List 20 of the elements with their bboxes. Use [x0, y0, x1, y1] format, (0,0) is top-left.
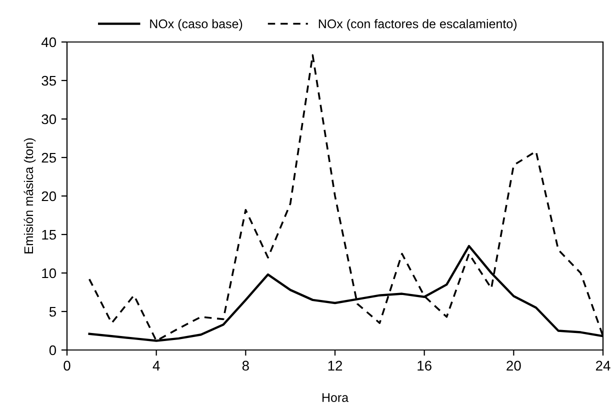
- y-tick-label: 30: [42, 114, 56, 124]
- legend-label: NOx (caso base): [150, 19, 242, 31]
- x-tick-label: 16: [418, 360, 432, 371]
- y-tick-label: 5: [49, 306, 56, 317]
- y-axis-title: Emisión másica (ton): [24, 138, 36, 254]
- y-tick-label: 0: [49, 345, 56, 356]
- x-tick-label: 8: [242, 360, 249, 371]
- y-tick-label: 15: [42, 230, 56, 240]
- y-tick-label: 25: [42, 152, 56, 163]
- legend-label: NOx (con factores de escalamiento): [318, 19, 517, 31]
- x-tick-label: 20: [506, 360, 521, 371]
- x-axis-title: Hora: [322, 393, 349, 402]
- y-tick-label: 10: [42, 268, 56, 278]
- y-tick-label: 20: [42, 191, 56, 202]
- y-tick-label: 40: [41, 37, 56, 48]
- x-tick-label: 24: [596, 360, 610, 370]
- x-tick-label: 4: [152, 360, 160, 370]
- y-tick-label: 35: [42, 76, 56, 86]
- x-tick-label: 0: [64, 360, 70, 371]
- x-tick-label: 12: [328, 360, 342, 370]
